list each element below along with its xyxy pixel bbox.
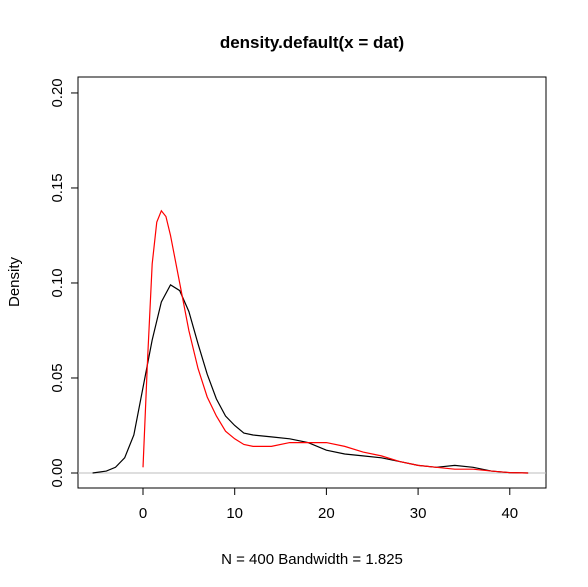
x-tick-label: 0 bbox=[139, 505, 147, 522]
y-axis-label: Density bbox=[6, 256, 23, 307]
y-tick-label: 0.20 bbox=[49, 78, 66, 107]
y-tick-label: 0.10 bbox=[49, 268, 66, 297]
x-tick-label: 40 bbox=[501, 505, 518, 522]
density-line bbox=[142, 209, 529, 474]
chart-title: density.default(x = dat) bbox=[220, 33, 404, 52]
y-tick-label: 0.00 bbox=[49, 458, 66, 487]
y-tick-label: 0.15 bbox=[49, 173, 66, 202]
x-tick-label: 20 bbox=[318, 505, 335, 522]
y-tick-label: 0.05 bbox=[49, 363, 66, 392]
x-tick-label: 30 bbox=[410, 505, 427, 522]
x-tick-label: 10 bbox=[226, 505, 243, 522]
x-axis-label: N = 400 Bandwidth = 1.825 bbox=[221, 551, 403, 568]
